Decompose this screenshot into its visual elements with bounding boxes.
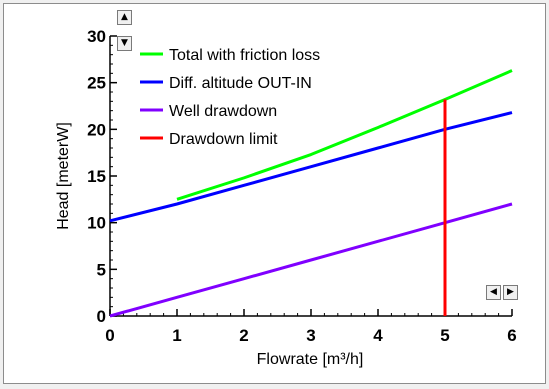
x-axis-title: Flowrate [m³/h] [257,351,364,368]
scroll-left-button[interactable]: ◀ [486,285,501,300]
x-tick-label: 0 [105,326,114,345]
y-tick-label: 5 [97,260,106,279]
series-line-2 [109,202,513,318]
y-tick-label: 15 [87,167,106,186]
legend-label: Diff. altitude OUT-IN [169,75,312,92]
y-axis-title: Head [meterW] [55,122,72,230]
scroll-down-button[interactable]: ▼ [117,36,132,51]
y-tick-label: 30 [87,27,106,46]
x-tick-label: 6 [507,326,516,345]
x-tick-label: 4 [373,326,383,345]
legend-label: Well drawdown [169,103,277,120]
y-tick-label: 25 [87,74,106,93]
series-line-0 [176,69,513,201]
y-tick-label: 10 [87,214,106,233]
y-tick-label: 20 [87,120,106,139]
legend-label: Total with friction loss [169,47,320,64]
x-tick-label: 3 [306,326,315,345]
series-lines [109,69,513,318]
scroll-up-button[interactable]: ▲ [117,10,132,25]
tick-labels: 0 5 10 15 20 25 30 0 1 2 3 4 5 6 Flowrate [m³/h] Head [… [55,27,517,368]
x-tick-label: 1 [172,326,181,345]
y-tick-label: 0 [97,307,106,326]
x-tick-label: 5 [440,326,449,345]
x-tick-label: 2 [239,326,248,345]
series-line-1 [109,111,513,223]
chart-panel [3,3,546,384]
scroll-right-button[interactable]: ▶ [503,285,518,300]
legend-label: Drawdown limit [169,131,278,148]
legend: Total with friction loss Diff. altitude O… [140,47,320,148]
